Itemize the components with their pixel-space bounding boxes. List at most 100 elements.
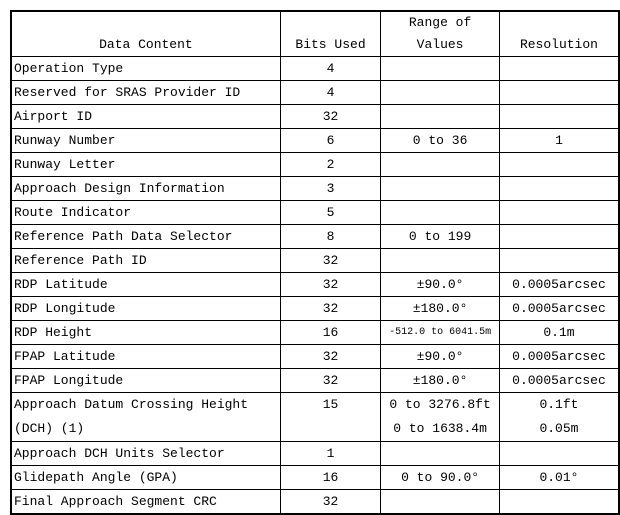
cell-bits-used: 32 xyxy=(279,344,382,369)
cell-data-content: Airport ID xyxy=(10,104,281,129)
cell-bits-used: 3 xyxy=(279,176,382,201)
cell-resolution-text-line2: 0.05m xyxy=(539,421,579,436)
cell-bits-used-text: 2 xyxy=(326,157,335,172)
cell-resolution xyxy=(498,248,620,273)
cell-range xyxy=(380,441,500,466)
cell-bits-used-text: 4 xyxy=(326,85,335,100)
cell-data-content-text: RDP Latitude xyxy=(14,277,108,292)
cell-range-text: ±90.0° xyxy=(416,349,464,364)
cell-range: ±90.0° xyxy=(380,272,500,297)
cell-bits-used-text: 6 xyxy=(326,133,335,148)
table-row: Operation Type 4 xyxy=(10,56,620,81)
cell-range: ±180.0° xyxy=(380,296,500,321)
cell-data-content: RDP Height xyxy=(10,320,281,345)
cell-range-text: ±180.0° xyxy=(412,373,468,388)
cell-data-content-text: RDP Longitude xyxy=(14,301,116,316)
cell-range-text-line2: 0 to 1638.4m xyxy=(393,421,487,436)
cell-resolution: 0.0005arcsec xyxy=(498,368,620,393)
header-range-of-values: Range of Values xyxy=(380,10,500,57)
table-row: Reference Path ID 32 xyxy=(10,248,620,273)
cell-data-content-text: Runway Letter xyxy=(14,157,116,172)
header-data-content: Data Content xyxy=(10,10,281,57)
table-row: Reserved for SRAS Provider ID 4 xyxy=(10,80,620,105)
table-row: Approach Datum Crossing Height (DCH) (1) 1… xyxy=(10,392,620,442)
cell-data-content-text: Approach Design Information xyxy=(14,181,225,196)
header-range-line1: Range of xyxy=(408,15,472,30)
table-row: RDP Longitude 32 ±180.0° 0.0005arcsec xyxy=(10,296,620,321)
table-row: Runway Letter 2 xyxy=(10,152,620,177)
cell-bits-used-text: 5 xyxy=(326,205,335,220)
data-content-table: Data Content Bits Used Range of Values Re… xyxy=(10,10,620,515)
cell-bits-used-text: 32 xyxy=(322,253,339,268)
cell-range xyxy=(380,200,500,225)
cell-resolution: 0.1ft 0.05m xyxy=(498,392,620,442)
header-resolution: Resolution xyxy=(498,10,620,57)
cell-data-content-text-line2: (DCH) (1) xyxy=(14,421,85,436)
cell-data-content: Approach DCH Units Selector xyxy=(10,441,281,466)
cell-bits-used-text: 16 xyxy=(322,470,339,485)
cell-range-text: -512.0 to 6041.5m xyxy=(389,327,492,338)
cell-resolution-text: 0.0005arcsec xyxy=(512,277,606,292)
cell-bits-used-text: 32 xyxy=(322,301,339,316)
cell-data-content-text: Runway Number xyxy=(14,133,116,148)
cell-bits-used-text: 15 xyxy=(322,397,339,412)
cell-bits-used: 4 xyxy=(279,56,382,81)
cell-data-content-text: RDP Height xyxy=(14,325,93,340)
cell-range xyxy=(380,80,500,105)
cell-resolution-text: 0.0005arcsec xyxy=(512,349,606,364)
cell-bits-used: 15 xyxy=(279,392,382,442)
cell-bits-used: 32 xyxy=(279,248,382,273)
cell-range xyxy=(380,56,500,81)
table-row: Approach Design Information 3 xyxy=(10,176,620,201)
cell-data-content-text: Glidepath Angle (GPA) xyxy=(14,470,178,485)
cell-data-content: FPAP Latitude xyxy=(10,344,281,369)
cell-resolution xyxy=(498,441,620,466)
cell-data-content-text: Airport ID xyxy=(14,109,93,124)
cell-range-text: 0 to 199 xyxy=(408,229,472,244)
cell-range-text: 0 to 36 xyxy=(412,133,468,148)
cell-data-content: Approach Datum Crossing Height (DCH) (1) xyxy=(10,392,281,442)
cell-resolution: 0.0005arcsec xyxy=(498,296,620,321)
table-row: Route Indicator 5 xyxy=(10,200,620,225)
cell-data-content: FPAP Longitude xyxy=(10,368,281,393)
cell-range: 0 to 3276.8ft 0 to 1638.4m xyxy=(380,392,500,442)
cell-bits-used-text: 3 xyxy=(326,181,335,196)
cell-range: -512.0 to 6041.5m xyxy=(380,320,500,345)
cell-data-content-text: Reserved for SRAS Provider ID xyxy=(14,85,241,100)
cell-bits-used: 16 xyxy=(279,465,382,490)
cell-bits-used-text: 32 xyxy=(322,277,339,292)
cell-resolution: 0.0005arcsec xyxy=(498,272,620,297)
cell-data-content: RDP Longitude xyxy=(10,296,281,321)
cell-resolution xyxy=(498,489,620,515)
cell-range xyxy=(380,104,500,129)
cell-resolution xyxy=(498,56,620,81)
cell-data-content-text: Reference Path ID xyxy=(14,253,147,268)
cell-data-content: Reference Path ID xyxy=(10,248,281,273)
cell-bits-used-text: 4 xyxy=(326,61,335,76)
cell-bits-used: 5 xyxy=(279,200,382,225)
cell-data-content-text: FPAP Longitude xyxy=(14,373,124,388)
cell-resolution-text: 0.1ft xyxy=(539,397,579,412)
cell-resolution xyxy=(498,176,620,201)
cell-data-content: Final Approach Segment CRC xyxy=(10,489,281,515)
cell-resolution: 0.01° xyxy=(498,465,620,490)
table-row: Airport ID 32 xyxy=(10,104,620,129)
cell-range-text: ±90.0° xyxy=(416,277,464,292)
cell-range xyxy=(380,176,500,201)
cell-data-content-text: Operation Type xyxy=(14,61,124,76)
cell-data-content: Runway Letter xyxy=(10,152,281,177)
cell-range: 0 to 199 xyxy=(380,224,500,249)
cell-resolution-text: 0.01° xyxy=(539,470,579,485)
cell-data-content-text: Final Approach Segment CRC xyxy=(14,494,217,509)
cell-data-content: Glidepath Angle (GPA) xyxy=(10,465,281,490)
cell-bits-used: 32 xyxy=(279,272,382,297)
cell-resolution-text: 0.1m xyxy=(543,325,575,340)
cell-range: ±90.0° xyxy=(380,344,500,369)
cell-resolution xyxy=(498,200,620,225)
cell-range: ±180.0° xyxy=(380,368,500,393)
cell-bits-used-text: 8 xyxy=(326,229,335,244)
header-range-line2: Values xyxy=(416,37,464,52)
cell-resolution xyxy=(498,224,620,249)
table-row: Runway Number 6 0 to 36 1 xyxy=(10,128,620,153)
cell-data-content: Reference Path Data Selector xyxy=(10,224,281,249)
